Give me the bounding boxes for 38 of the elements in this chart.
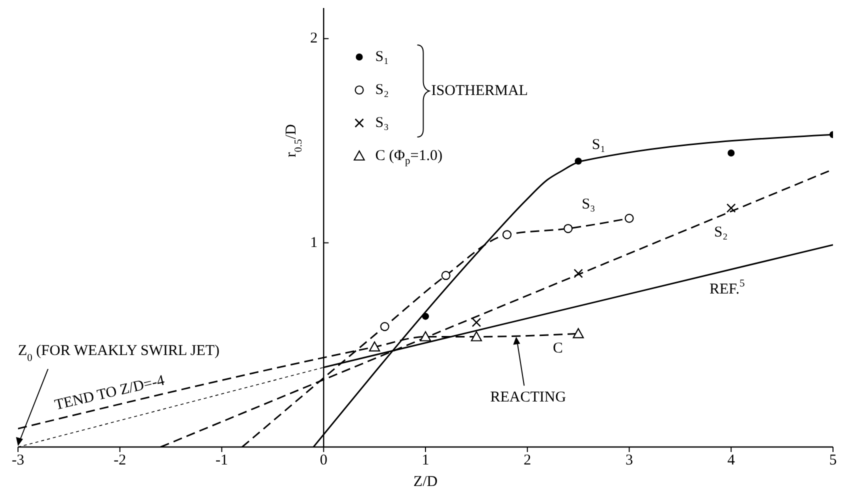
legend-label: S₂ bbox=[375, 82, 389, 98]
x-tick-label: 3 bbox=[626, 452, 633, 469]
point bbox=[726, 203, 736, 213]
x-tick-label: 0 bbox=[320, 452, 328, 469]
legend-label: S₁ bbox=[375, 49, 389, 65]
point bbox=[502, 230, 512, 240]
point bbox=[470, 331, 482, 342]
point bbox=[420, 331, 432, 342]
annotation: TEND TO Z/D=-4 bbox=[53, 372, 167, 414]
point bbox=[380, 322, 390, 332]
annotation: Z$_{0}$ (FOR WEAKLY SWIRL JET) bbox=[18, 343, 220, 364]
point bbox=[472, 318, 482, 328]
point bbox=[728, 149, 735, 156]
annotation: ISOTHERMAL bbox=[431, 83, 528, 99]
annotation: S₃ bbox=[582, 196, 596, 212]
point bbox=[422, 312, 429, 320]
annotation: S₂ bbox=[714, 224, 728, 240]
x-tick-label: -1 bbox=[216, 452, 228, 469]
annotation: C bbox=[552, 340, 563, 357]
x-tick-label: 5 bbox=[829, 452, 837, 469]
point bbox=[574, 158, 582, 165]
x-tick-label: 1 bbox=[422, 452, 430, 469]
x-tick-label: -3 bbox=[12, 452, 24, 469]
x-tick-label: 2 bbox=[524, 452, 532, 469]
annotation: REACTING bbox=[490, 390, 566, 406]
point bbox=[369, 341, 380, 352]
point bbox=[574, 268, 583, 278]
point bbox=[564, 224, 573, 234]
x-axis-title: Z/D bbox=[413, 474, 438, 488]
point bbox=[624, 214, 634, 223]
legend-label: S₃ bbox=[375, 115, 389, 131]
x-tick-label: 4 bbox=[727, 452, 736, 469]
point bbox=[572, 328, 584, 338]
legend-label: C (Φ$_{p}$=1.0) bbox=[375, 148, 442, 167]
x-tick-label: -2 bbox=[114, 452, 126, 469]
annotation: S₁ bbox=[592, 137, 606, 154]
point bbox=[441, 270, 450, 280]
annotation: REF.$^{5}$ bbox=[709, 278, 745, 298]
